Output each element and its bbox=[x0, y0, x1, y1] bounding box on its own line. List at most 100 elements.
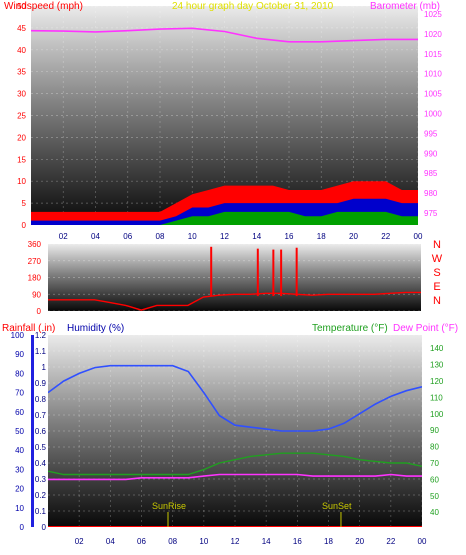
rainfall-tick-label: 30 bbox=[15, 465, 24, 474]
climate-x-tick-label: 10 bbox=[199, 537, 208, 546]
rainfall-tick-label: 20 bbox=[15, 485, 24, 494]
humidity-tick-label: 0.3 bbox=[35, 475, 47, 484]
chart-title: 24 hour graph day October 31, 2010 bbox=[172, 1, 334, 12]
windspeed-tick-label: 50 bbox=[17, 2, 26, 11]
climate-x-tick-label: 06 bbox=[137, 537, 146, 546]
climate-x-tick-label: 00 bbox=[418, 537, 427, 546]
barometer-tick-label: 985 bbox=[424, 169, 438, 178]
direction-series bbox=[48, 246, 421, 311]
windspeed-tick-label: 20 bbox=[17, 133, 26, 142]
humidity-axis-label: Humidity (%) bbox=[67, 323, 124, 334]
barometer-tick-label: 975 bbox=[424, 209, 438, 218]
barometer-tick-label: 980 bbox=[424, 189, 438, 198]
windspeed-tick-label: 10 bbox=[17, 177, 26, 186]
wind-x-tick-label: 00 bbox=[414, 232, 423, 241]
windspeed-ticks: 0 5 10 15 20 25 30 35 40 45 50 bbox=[17, 2, 26, 230]
rainfall-axis-bar bbox=[31, 335, 34, 527]
climate-x-tick-label: 04 bbox=[106, 537, 115, 546]
barometer-tick-label: 1000 bbox=[424, 110, 442, 119]
wind-x-tick-label: 18 bbox=[317, 232, 326, 241]
wind-series bbox=[31, 27, 418, 225]
sunrise-label: SunRise bbox=[152, 501, 186, 511]
compass-label: N bbox=[433, 239, 441, 251]
humidity-tick-label: 0.2 bbox=[35, 491, 47, 500]
climate-x-tick-label: 14 bbox=[262, 537, 271, 546]
rainfall-ticks: 0 10 20 30 40 50 60 70 80 90 100 bbox=[11, 331, 34, 532]
direction-ticks: 0 90 180 270 360 bbox=[28, 240, 42, 316]
humidity-tick-label: 1.1 bbox=[35, 347, 47, 356]
direction-line bbox=[48, 291, 421, 311]
compass-label: W bbox=[432, 253, 443, 265]
humidity-tick-label: 0.5 bbox=[35, 443, 47, 452]
rainfall-tick-label: 60 bbox=[15, 408, 24, 417]
climate-plot-area bbox=[48, 335, 422, 527]
humidity-ticks: 0 0.1 0.2 0.3 0.4 0.5 0.6 0.7 0.8 0.9 1 1.1 1.2 bbox=[35, 331, 47, 532]
barometer-axis-label: Barometer (mb) bbox=[370, 1, 440, 12]
windspeed-tick-label: 40 bbox=[17, 46, 26, 55]
windspeed-axis-label: Windspeed (mph) bbox=[4, 1, 83, 12]
temperature-tick-label: 70 bbox=[430, 459, 439, 468]
barometer-tick-label: 990 bbox=[424, 149, 438, 158]
barometer-tick-label: 1015 bbox=[424, 50, 442, 59]
compass-label: E bbox=[433, 281, 440, 293]
barometer-line bbox=[31, 27, 418, 43]
wind-x-tick-label: 04 bbox=[91, 232, 100, 241]
humidity-tick-label: 0.1 bbox=[35, 507, 47, 516]
rainfall-tick-label: 10 bbox=[15, 504, 24, 513]
humidity-tick-label: 0.4 bbox=[35, 459, 47, 468]
climate-x-tick-label: 12 bbox=[231, 537, 240, 546]
humidity-tick-label: 1.2 bbox=[35, 331, 47, 340]
rainfall-tick-label: 50 bbox=[15, 427, 24, 436]
compass-label: S bbox=[433, 267, 440, 279]
wind-x-tick-label: 12 bbox=[220, 232, 229, 241]
rainfall-tick-label: 80 bbox=[15, 369, 24, 378]
wind-x-tick-label: 06 bbox=[123, 232, 132, 241]
barometer-tick-label: 995 bbox=[424, 129, 438, 138]
wind-x-tick-label: 16 bbox=[285, 232, 294, 241]
windspeed-tick-label: 25 bbox=[17, 112, 26, 121]
direction-tick-label: 0 bbox=[37, 307, 42, 316]
wind-x-ticks: 02 04 06 08 10 12 14 16 18 20 22 00 bbox=[59, 232, 423, 241]
rainfall-tick-label: 100 bbox=[11, 331, 25, 340]
direction-tick-label: 360 bbox=[28, 240, 42, 249]
rainfall-tick-label: 70 bbox=[15, 389, 24, 398]
humidity-tick-label: 1 bbox=[42, 363, 47, 372]
wind-x-tick-label: 08 bbox=[156, 232, 165, 241]
windspeed-tick-label: 15 bbox=[17, 155, 26, 164]
temperature-tick-label: 100 bbox=[430, 410, 444, 419]
climate-x-tick-label: 18 bbox=[324, 537, 333, 546]
rainfall-tick-label: 40 bbox=[15, 446, 24, 455]
rainfall-tick-label: 90 bbox=[15, 350, 24, 359]
climate-x-tick-label: 22 bbox=[386, 537, 395, 546]
humidity-tick-label: 0.8 bbox=[35, 395, 47, 404]
wind-x-tick-label: 22 bbox=[381, 232, 390, 241]
barometer-tick-label: 1025 bbox=[424, 10, 442, 19]
climate-x-tick-label: 16 bbox=[293, 537, 302, 546]
humidity-tick-label: 0.7 bbox=[35, 411, 47, 420]
dewpoint-axis-label: Dew Point (°F) bbox=[393, 323, 458, 334]
compass-label: N bbox=[433, 295, 441, 307]
temperature-axis-label: Temperature (°F) bbox=[312, 323, 388, 334]
temperature-tick-label: 90 bbox=[430, 426, 439, 435]
climate-x-tick-label: 20 bbox=[355, 537, 364, 546]
temperature-tick-label: 80 bbox=[430, 443, 439, 452]
climate-series bbox=[48, 364, 422, 527]
temperature-line bbox=[48, 452, 422, 476]
climate-x-tick-label: 02 bbox=[75, 537, 84, 546]
wind-x-tick-label: 02 bbox=[59, 232, 68, 241]
temperature-tick-label: 60 bbox=[430, 475, 439, 484]
rainfall-tick-label: 0 bbox=[20, 523, 25, 532]
wind-x-tick-label: 14 bbox=[252, 232, 261, 241]
humidity-tick-label: 0 bbox=[42, 523, 47, 532]
temperature-tick-label: 140 bbox=[430, 344, 444, 353]
windspeed-tick-label: 0 bbox=[22, 221, 27, 230]
temperature-ticks: 40 50 60 70 80 90 100 110 120 130 140 bbox=[430, 344, 444, 517]
wind-x-tick-label: 10 bbox=[188, 232, 197, 241]
temperature-tick-label: 130 bbox=[430, 361, 444, 370]
direction-plot-area bbox=[48, 244, 421, 311]
direction-tick-label: 180 bbox=[28, 274, 42, 283]
barometer-ticks: 975 980 985 990 995 1000 1005 1010 1015 1020 1025 bbox=[424, 10, 442, 218]
climate-x-tick-label: 08 bbox=[168, 537, 177, 546]
